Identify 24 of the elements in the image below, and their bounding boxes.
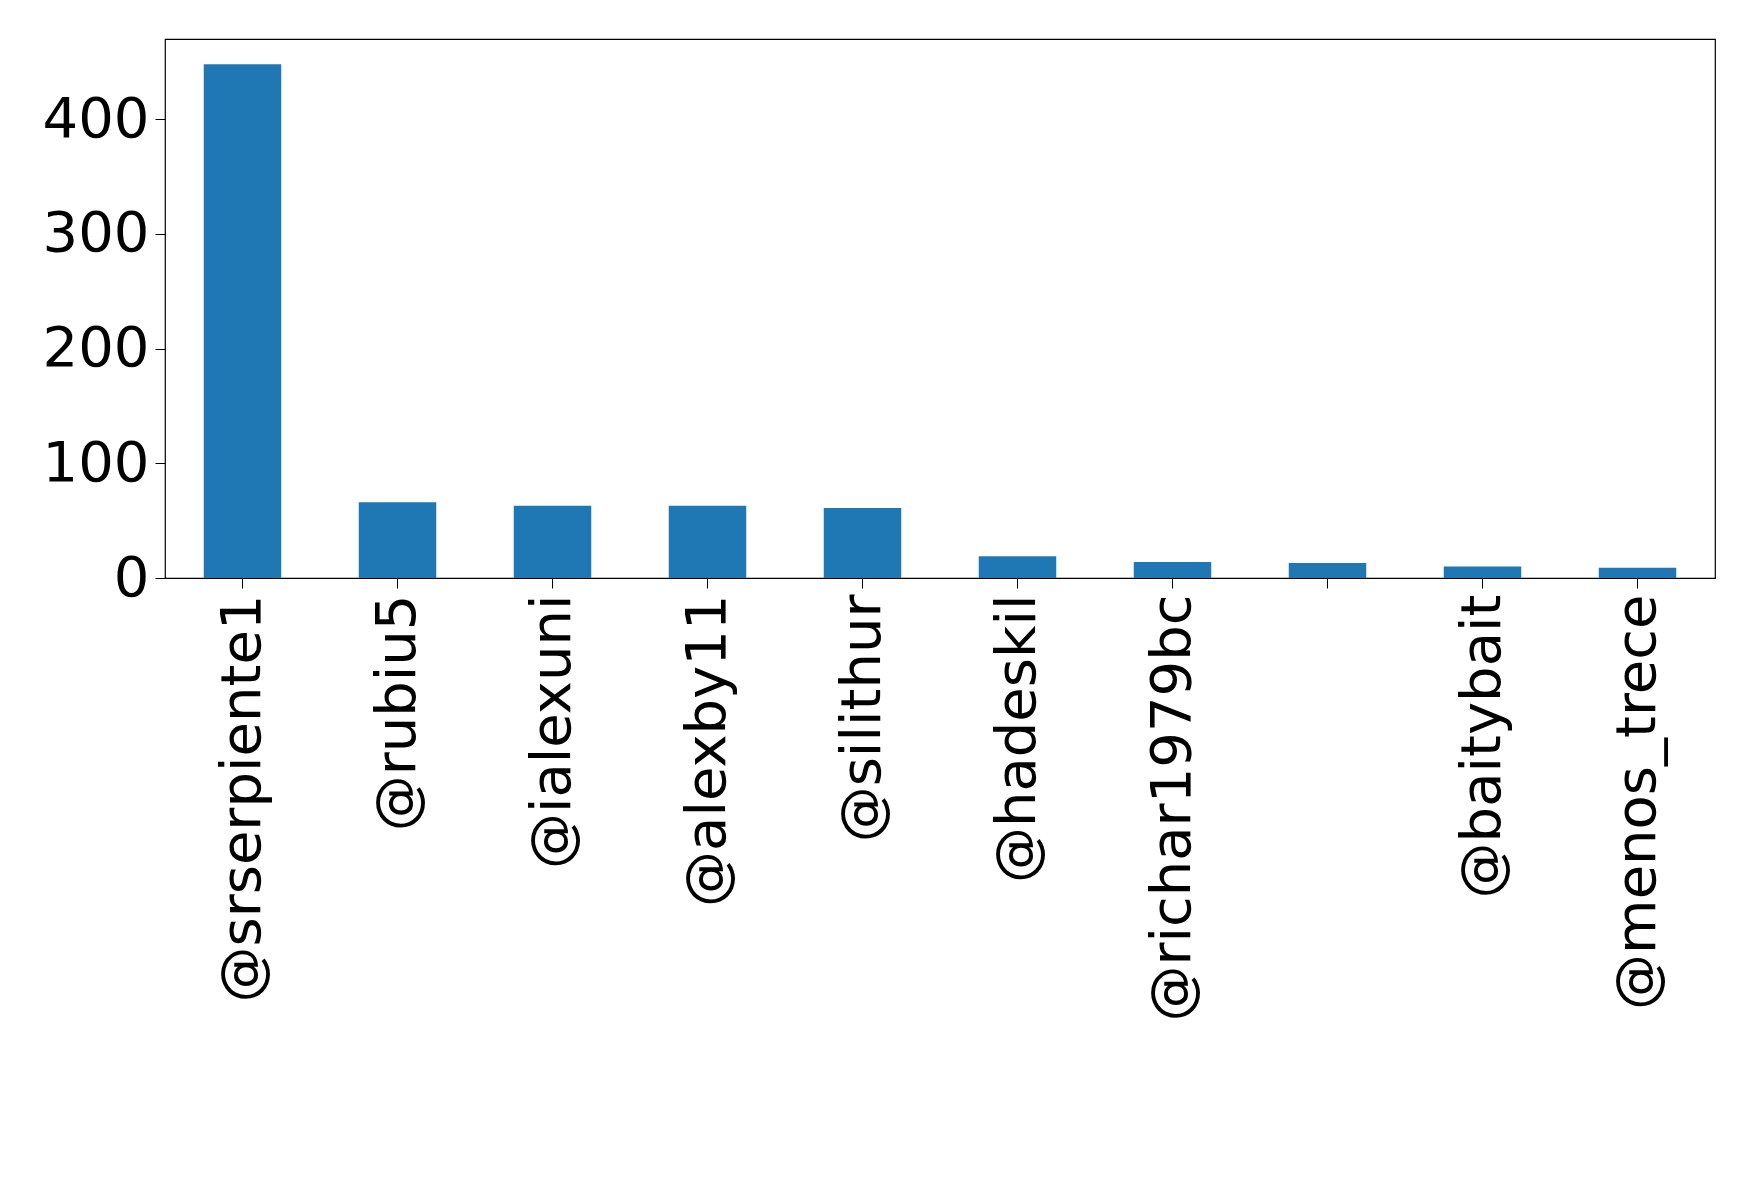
x-tick-label: @srserpiente1	[207, 594, 273, 1003]
x-tick-label: @ialexuni	[517, 594, 583, 870]
bar	[823, 508, 902, 578]
x-tick-label: @baitybait	[1447, 594, 1513, 899]
y-tick-label: 200	[42, 314, 150, 380]
x-tick-label: @alexby11	[672, 594, 738, 907]
y-tick-label: 400	[42, 84, 150, 150]
bar	[1133, 561, 1212, 578]
y-tick-label: 300	[42, 199, 150, 265]
x-tick-label: @richar1979bc	[1137, 594, 1203, 1022]
bar	[203, 64, 282, 578]
y-tick-label: 100	[42, 428, 150, 494]
bar	[668, 505, 747, 578]
bar	[1288, 563, 1367, 578]
bar	[358, 502, 437, 578]
x-tick-label: @hadeskil	[982, 594, 1048, 884]
bar	[1598, 567, 1677, 578]
bar	[1443, 566, 1522, 578]
x-tick-label: @silithur	[827, 593, 893, 843]
y-tick-label: 0	[113, 543, 150, 609]
bar	[978, 556, 1057, 578]
bar	[513, 505, 592, 578]
x-tick-label: @rubiu5	[362, 594, 428, 832]
x-tick-label: @menos_trece	[1602, 594, 1668, 1010]
